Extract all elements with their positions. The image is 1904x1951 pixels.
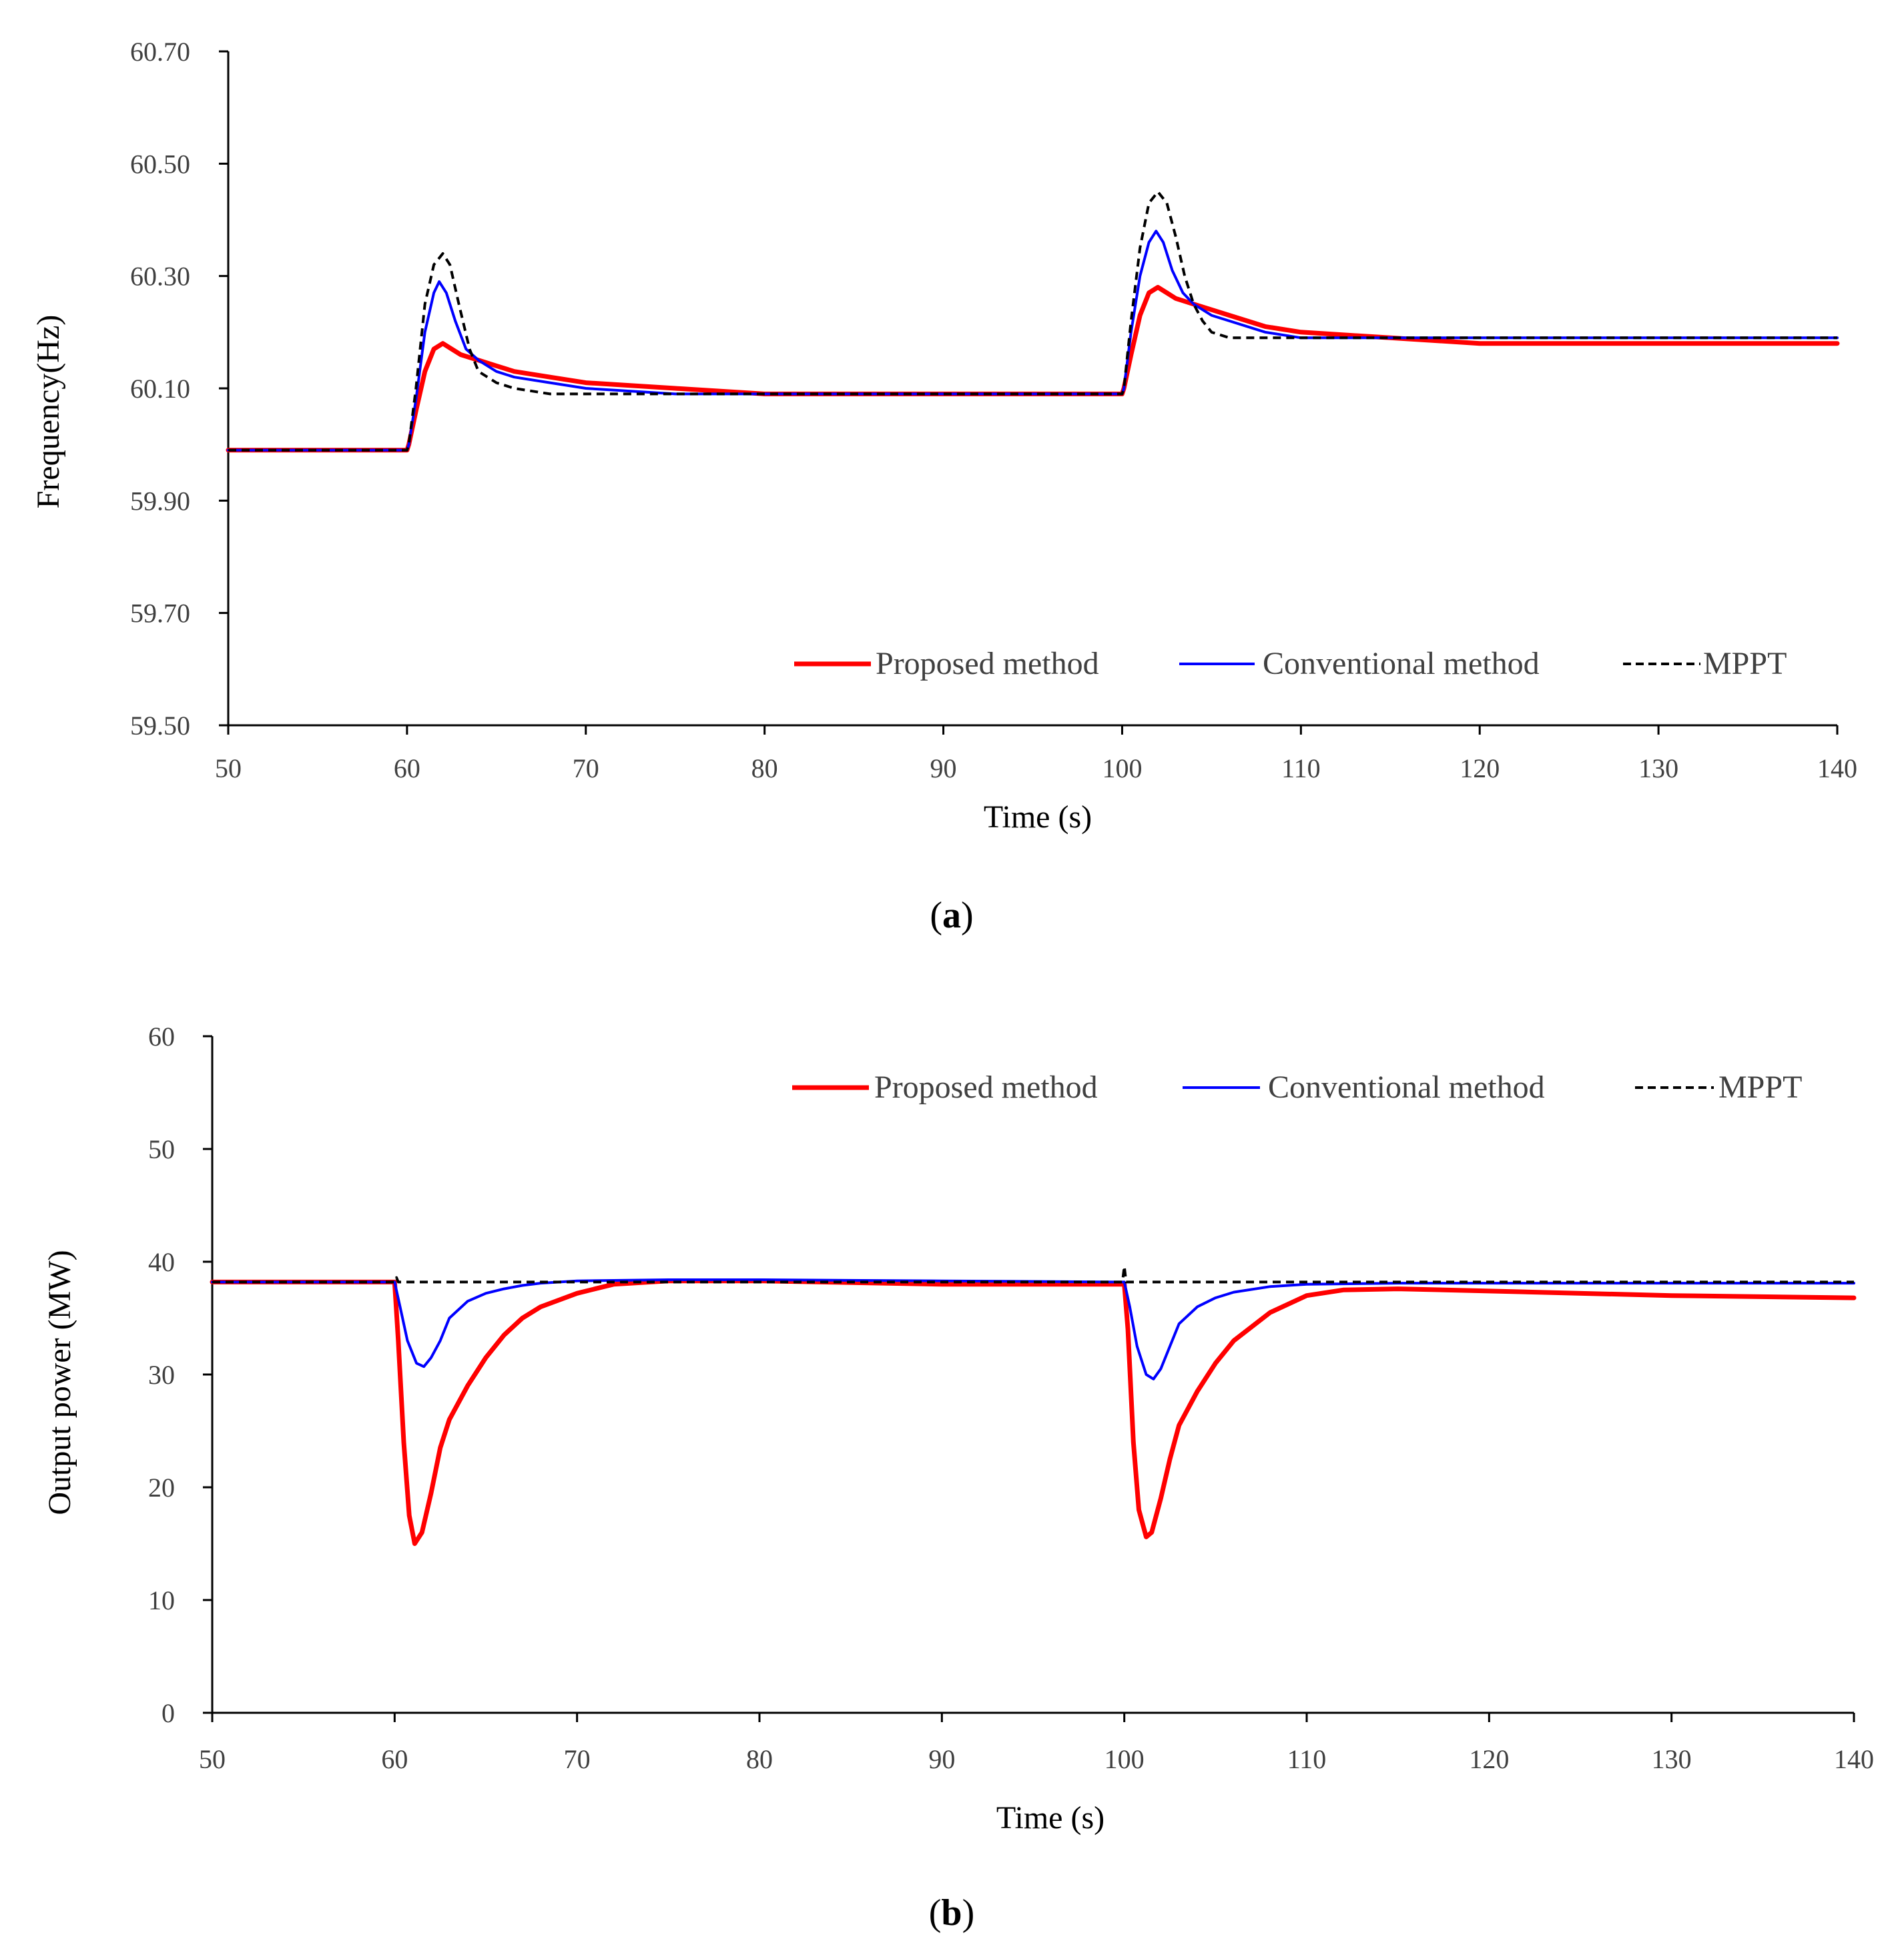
chart-a-x-tick-label: 110 [1281, 753, 1321, 783]
chart-b-x-tick-label: 100 [1104, 1744, 1145, 1774]
chart-b-y-tick-label: 50 [148, 1134, 175, 1164]
chart-b-y-tick-label: 10 [148, 1585, 175, 1615]
chart-a-series [226, 190, 1840, 453]
chart-b-series [210, 1264, 1857, 1546]
chart-a-x-tick-label: 140 [1817, 753, 1857, 783]
chart-a-y-tick-label: 60.10 [130, 374, 190, 404]
chart-a-axes [227, 51, 1837, 727]
chart-b-y-tick-label: 0 [162, 1698, 175, 1728]
chart-b-series-mppt-line [212, 1264, 1854, 1284]
chart-a-y-tick-label: 59.50 [130, 711, 190, 741]
chart-b-panel-label: (b) [929, 1892, 974, 1934]
chart-b-x-tick-label: 120 [1469, 1744, 1509, 1774]
chart-b-x-tick-label: 130 [1652, 1744, 1692, 1774]
chart-a-y-tick-label: 60.70 [130, 37, 190, 67]
chart-a: 59.50 59.70 59.90 60.10 60.30 60.50 60.70 50 60… [31, 37, 1857, 936]
chart-a-legend: Proposed method Conventional method MPPT [794, 646, 1787, 681]
chart-b-x-tick-label: 50 [199, 1744, 226, 1774]
chart-a-y-ticks: 59.50 59.70 59.90 60.10 60.30 60.50 60.70 [130, 37, 228, 741]
chart-b-y-ticks: 0 10 20 30 40 50 60 [148, 1022, 212, 1728]
chart-a-legend-proposed-label: Proposed method [876, 646, 1099, 681]
chart-a-y-tick-label: 60.50 [130, 149, 190, 179]
chart-a-legend-conventional-label: Conventional method [1263, 646, 1540, 681]
chart-b-y-axis-title: Output power (MW) [42, 1250, 77, 1515]
chart-b-x-tick-label: 140 [1834, 1744, 1874, 1774]
chart-b-x-ticks: 50 60 70 80 90 100 110 120 130 140 [199, 1713, 1874, 1774]
chart-a-y-tick-label: 59.90 [130, 486, 190, 516]
chart-b-y-tick-label: 30 [148, 1360, 175, 1390]
chart-b-y-tick-label: 20 [148, 1473, 175, 1503]
chart-b-x-axis-title: Time (s) [996, 1800, 1104, 1836]
chart-b-legend-conventional-label: Conventional method [1268, 1070, 1545, 1105]
chart-a-x-tick-label: 70 [573, 753, 599, 783]
chart-a-y-tick-label: 59.70 [130, 599, 190, 629]
chart-b-legend: Proposed method Conventional method MPPT [792, 1070, 1802, 1105]
chart-a-x-axis-title: Time (s) [984, 799, 1092, 835]
chart-a-series-proposed-line [226, 285, 1840, 453]
chart-b-legend-mppt-label: MPPT [1718, 1070, 1802, 1105]
chart-a-x-tick-label: 130 [1638, 753, 1678, 783]
chart-a-panel-label: (a) [930, 895, 973, 936]
chart-b-axes [211, 1036, 1854, 1714]
chart-a-series-mppt-line [228, 190, 1837, 452]
chart-a-x-ticks: 50 60 70 80 90 100 110 120 130 140 [215, 725, 1857, 783]
chart-a-y-tick-label: 60.30 [130, 262, 190, 292]
chart-b-series-proposed-line [210, 1278, 1857, 1546]
chart-a-x-tick-label: 80 [751, 753, 778, 783]
chart-b-legend-proposed-label: Proposed method [874, 1070, 1098, 1105]
chart-a-y-axis-title: Frequency(Hz) [31, 315, 66, 509]
chart-a-x-tick-label: 60 [394, 753, 420, 783]
chart-b-x-tick-label: 110 [1287, 1744, 1327, 1774]
chart-b-x-tick-label: 90 [928, 1744, 955, 1774]
chart-a-x-tick-label: 90 [930, 753, 957, 783]
chart-a-x-tick-label: 50 [215, 753, 242, 783]
chart-b-x-tick-label: 60 [381, 1744, 408, 1774]
chart-a-x-tick-label: 100 [1102, 753, 1142, 783]
chart-b-x-tick-label: 80 [746, 1744, 773, 1774]
chart-b-y-tick-label: 40 [148, 1247, 175, 1277]
chart-b-x-tick-label: 70 [564, 1744, 591, 1774]
chart-b-y-tick-label: 60 [148, 1022, 175, 1052]
chart-a-series-conventional-line [227, 230, 1839, 452]
chart-a-legend-mppt-label: MPPT [1703, 646, 1787, 681]
chart-a-x-tick-label: 120 [1460, 753, 1500, 783]
